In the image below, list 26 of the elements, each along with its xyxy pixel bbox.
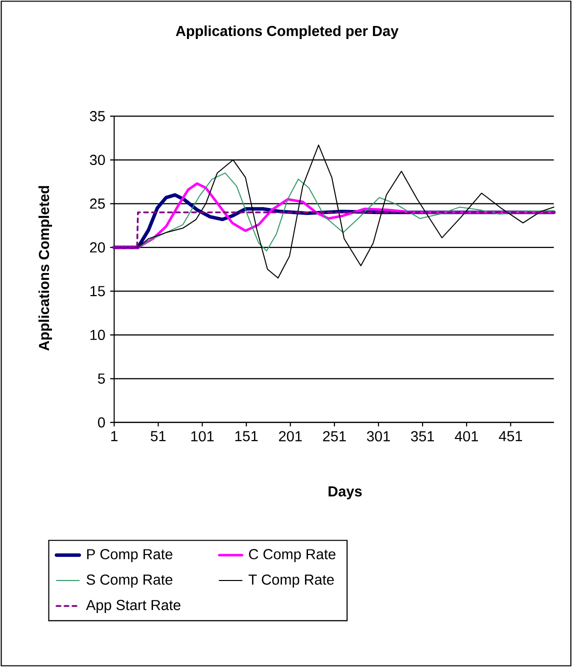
x-tick-label: 101	[191, 431, 214, 442]
y-tick-label: 30	[90, 154, 105, 166]
x-tick-label: 401	[454, 431, 478, 442]
y-tick-label: 10	[90, 330, 105, 340]
y-tick-label: 35	[90, 111, 105, 122]
x-tick-label: 351	[410, 431, 434, 442]
x-tick-label: 201	[278, 431, 302, 442]
legend-label: App Start Rate	[86, 600, 180, 614]
legend-label: P Comp Rate	[87, 549, 172, 562]
y-tick-label: 0	[98, 417, 105, 428]
y-tick-label: 15	[90, 286, 105, 296]
legend-label: C Comp Rate	[248, 549, 336, 562]
x-tick-label: 451	[498, 431, 522, 442]
y-tick-label: 5	[98, 374, 105, 384]
chart-title: Applications Completed per Day	[176, 25, 398, 39]
x-tick-label: 51	[150, 431, 166, 442]
legend-label: T Comp Rate	[248, 574, 334, 588]
y-axis-title: Applications Completed	[38, 186, 52, 351]
x-tick-label: 151	[235, 431, 258, 442]
y-tick-label: 20	[90, 242, 105, 253]
x-tick-label: 251	[323, 431, 346, 442]
x-axis-title: Days	[328, 486, 362, 500]
legend-label: S Comp Rate	[86, 574, 172, 588]
x-tick-label: 1	[111, 431, 118, 442]
y-tick-label: 25	[90, 198, 105, 209]
x-tick-label: 301	[366, 431, 390, 442]
